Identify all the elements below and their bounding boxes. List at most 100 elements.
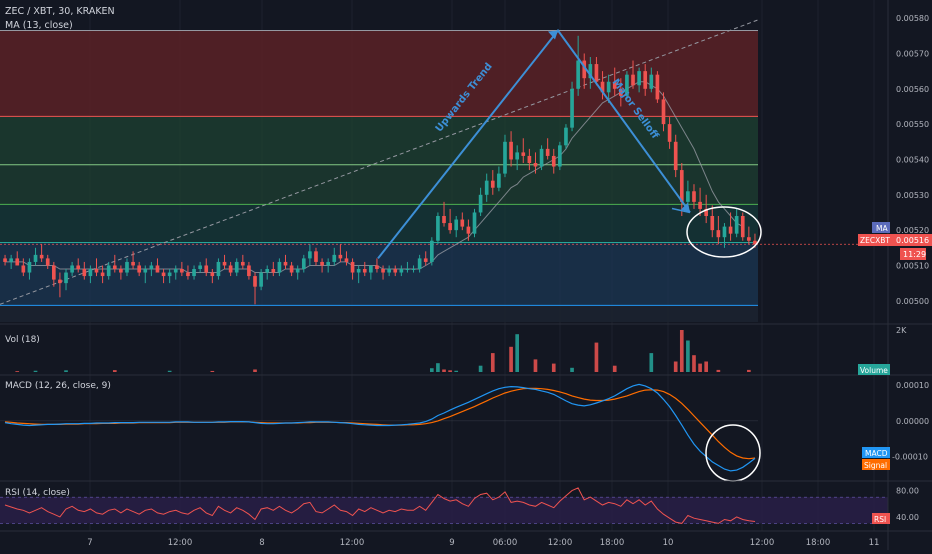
candle-body	[667, 124, 672, 142]
fib-zone-0	[0, 30, 758, 117]
candle-body	[503, 141, 507, 174]
price-tick-label: 0.00500	[896, 297, 929, 306]
candle-body	[167, 272, 172, 277]
macd-tick-label: 0.00000	[896, 417, 929, 426]
rsi-label: RSI (14, close)	[5, 488, 70, 498]
candle-body	[228, 265, 233, 273]
volume-bar	[509, 346, 513, 372]
candle-body	[51, 265, 56, 280]
volume-bar	[490, 353, 495, 372]
signal-badge-text: Signal	[864, 461, 887, 470]
candle-body	[551, 155, 556, 167]
volume-pane	[15, 330, 751, 372]
volume-bar	[15, 371, 20, 372]
candle-body	[289, 265, 294, 273]
candle-body	[533, 163, 538, 167]
candle-body	[722, 226, 727, 238]
candle-body	[515, 152, 520, 160]
fib-zone-2	[0, 164, 758, 205]
candle-body	[21, 265, 26, 273]
price-tick-label: 0.00560	[896, 85, 929, 94]
highlight-circle-main	[686, 206, 762, 258]
time-tick-label: 12:00	[548, 538, 573, 548]
candle-body	[259, 272, 263, 287]
price-tick-label: 0.00520	[896, 226, 929, 235]
candle-body	[594, 64, 599, 82]
time-tick-label: 12:00	[168, 538, 193, 548]
volume-bar	[436, 363, 440, 372]
candle-body	[70, 265, 74, 273]
candle-body	[64, 272, 68, 284]
candle-body	[234, 261, 239, 273]
candle-body	[283, 261, 288, 266]
volume-bar	[210, 370, 215, 372]
countdown-badge	[900, 248, 926, 260]
countdown-badge-text: 11:29	[903, 250, 926, 259]
candle-body	[9, 258, 13, 262]
candle-body	[149, 265, 154, 269]
candle-body	[497, 173, 501, 188]
volume-bar	[112, 370, 117, 372]
volume-bar	[253, 369, 257, 372]
macd-badge	[862, 447, 890, 458]
candle-body	[521, 152, 526, 156]
candle-body	[618, 88, 623, 96]
candle-body	[399, 269, 404, 273]
price-tick-label: 0.00580	[896, 14, 929, 23]
volume-bar	[33, 370, 38, 372]
candle-body	[466, 226, 471, 234]
candle-body	[320, 261, 324, 266]
macd-label: MACD (12, 26, close, 9)	[5, 381, 111, 391]
candle-body	[137, 265, 142, 273]
candle-body	[112, 265, 117, 269]
fib-zone-bottom	[0, 305, 758, 322]
candle-body	[490, 180, 495, 188]
time-tick-label: 9	[449, 538, 454, 548]
vol-label: Vol (18)	[5, 335, 40, 345]
candle-body	[448, 223, 452, 231]
volume-bar	[478, 365, 483, 372]
candle-body	[558, 145, 562, 167]
macd-tick-label: 0.00010	[896, 381, 929, 390]
rsi-band	[0, 497, 888, 524]
candle-body	[88, 269, 93, 277]
fib-zone-4	[0, 242, 758, 306]
candle-body	[216, 261, 221, 277]
volume-bar	[515, 334, 520, 372]
candle-body	[143, 269, 148, 273]
candle-body	[27, 261, 32, 273]
time-tick-label: 18:00	[600, 538, 625, 548]
ma-badge-text: MA	[876, 224, 888, 233]
candle-body	[381, 269, 385, 273]
candle-body	[369, 265, 373, 273]
volume-badge-text: Volume	[860, 366, 888, 375]
volume-bar	[673, 361, 678, 372]
volume-bar	[570, 367, 574, 372]
volume-bar	[612, 365, 617, 372]
volume-bar	[698, 363, 702, 372]
rsi-line	[4, 487, 756, 524]
candle-body	[295, 269, 300, 273]
ma-header: MA (13, close)	[5, 20, 73, 31]
down-arrowhead	[681, 202, 690, 213]
candle-body	[686, 191, 690, 202]
candle-body	[58, 279, 62, 284]
candle-body	[265, 269, 270, 273]
candle-body	[509, 141, 513, 160]
candle-body	[716, 230, 721, 238]
volume-bar	[649, 353, 654, 372]
candle-body	[301, 258, 306, 269]
volume-bar	[716, 369, 721, 372]
candle-body	[308, 251, 312, 259]
volume-bar	[704, 361, 709, 372]
candle-body	[478, 194, 483, 213]
candle-body	[411, 269, 416, 270]
time-axis: 7 12:00 8 12:00 9 06:00 12:00 18:00 10 12:00 18:00…	[87, 538, 879, 548]
candle-body	[76, 265, 81, 269]
price-axis: 0.00580 0.00570 0.00560 0.00550 0.00540 0.005…	[892, 14, 929, 522]
candle-body	[332, 254, 337, 262]
dashed-trendline	[0, 19, 888, 305]
volume-bar	[167, 370, 172, 372]
candle-body	[192, 269, 196, 277]
